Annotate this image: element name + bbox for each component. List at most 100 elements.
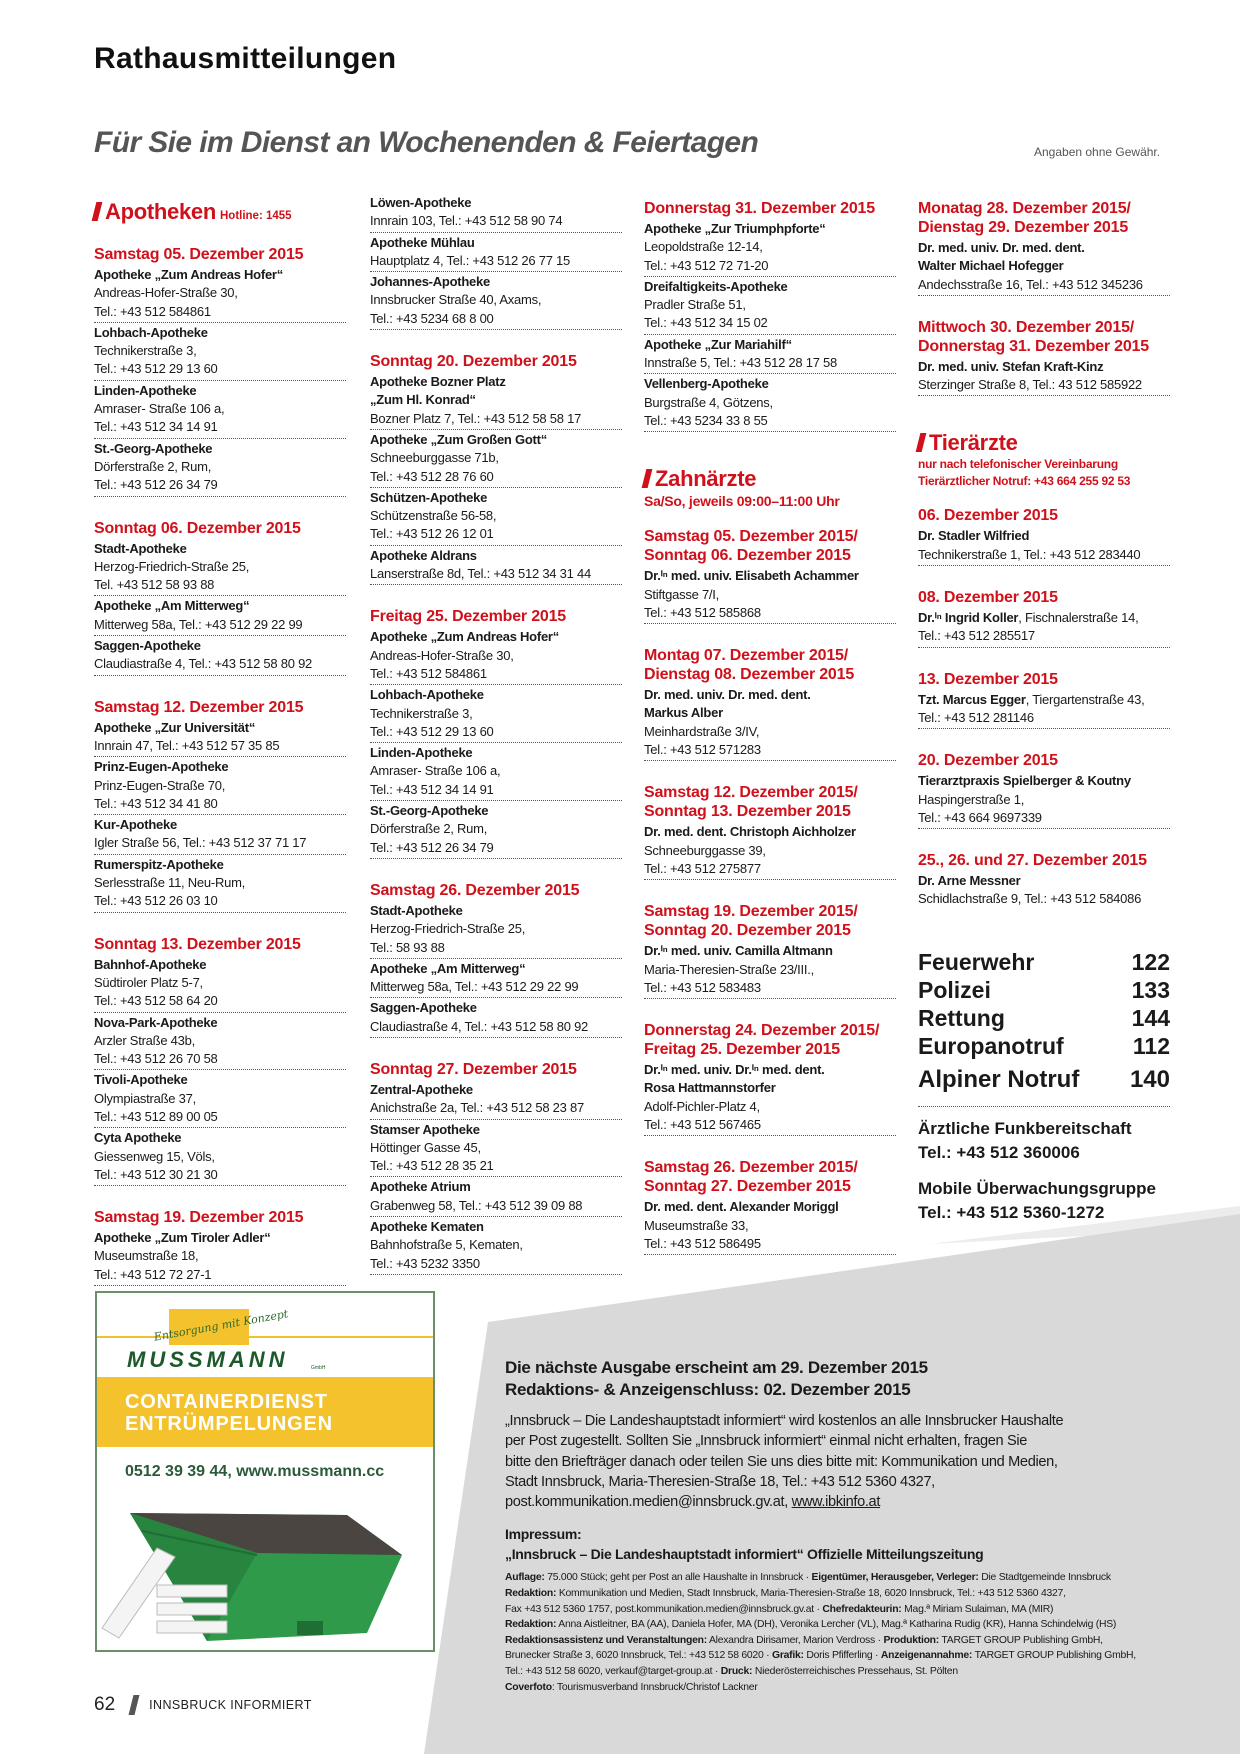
entry-name-row: Apotheke Mühlau [370, 234, 622, 252]
column-2: Löwen-Apotheke Innrain 103, Tel.: +43 512… [370, 193, 622, 1275]
entry-name: Apotheke „Zur Triumphpforte“ [644, 221, 826, 236]
impressum-text: Fax +43 512 5360 1757, post.kommunikatio… [505, 1603, 823, 1615]
entry-detail: Andechsstraße 16, Tel.: +43 512 345236 [918, 276, 1143, 292]
entry-name-row: Vellenberg-Apotheke [644, 375, 896, 393]
slash-icon [91, 202, 103, 221]
entry-detail: Leopoldstraße 12-14, [644, 239, 763, 255]
mussmann-advertisement[interactable]: Entsorgung mit Konzept MUSSMANN GmbH CON… [95, 1291, 435, 1652]
entry-detail: Tel.: +43 512 30 21 30 [94, 1166, 218, 1182]
entry-name-row: Lohbach-Apotheke [94, 324, 346, 342]
ad-brand-suffix: GmbH [311, 1365, 326, 1371]
service-entry: Stadt-Apotheke Herzog-Friedrich-Straße 25… [370, 902, 622, 959]
entry-detail: Haspingerstraße 1, [918, 791, 1025, 807]
impressum-line: Tel.: +43 512 58 6020, verkauf@target-gr… [505, 1664, 1205, 1680]
entry-name-row: Tzt. Marcus Egger, Tiergartenstraße 43, [918, 691, 1170, 709]
page-title: Rathausmitteilungen [94, 42, 397, 75]
date-heading: Samstag 26. Dezember 2015 [370, 881, 622, 900]
date-line: Sonntag 20. Dezember 2015 [644, 922, 851, 940]
impressum-text: Kommunikation und Medien, Stadt Innsbruc… [556, 1588, 1066, 1600]
entry-detail: Museumstraße 18, [94, 1248, 199, 1264]
date-line: Donnerstag 31. Dezember 2015 [918, 337, 1149, 355]
date-line: Samstag 26. Dezember 2015/ [644, 1159, 858, 1177]
entry-name: Johannes-Apotheke [370, 274, 490, 290]
entry-name-row: Apotheke „Am Mitterweg“ [94, 597, 346, 615]
body-line: bitte den Briefträger danach oder teilen… [505, 1453, 1058, 1470]
entry-detail: Tel.: +43 512 26 34 79 [94, 477, 218, 493]
entry-name: Dr.ⁱⁿ Ingrid Koller [918, 610, 1019, 626]
entry-name: Dreifaltigkeits-Apotheke [644, 278, 788, 294]
entry-name: Walter Michael Hofegger [918, 258, 1064, 274]
date-heading: Samstag 26. Dezember 2015/Sonntag 27. De… [644, 1158, 896, 1196]
page-footer: 62 INNSBRUCK INFORMIERT [94, 1694, 312, 1716]
entry-name: Stadt-Apotheke [94, 540, 187, 556]
emergency-label: Feuerwehr [918, 948, 1035, 975]
entry-detail: Herzog-Friedrich-Straße 25, [94, 558, 250, 574]
date-heading: Mittwoch 30. Dezember 2015/Donnerstag 31… [918, 318, 1170, 356]
date-heading: 06. Dezember 2015 [918, 506, 1170, 525]
service-entry: Dr.ⁱⁿ med. univ. Camilla Altmann Maria-Th… [644, 942, 896, 1000]
emergency-label: Europanotruf [918, 1032, 1064, 1059]
date-line: Freitag 25. Dezember 2015 [644, 1041, 840, 1059]
section-title-row: Tierärzte [915, 430, 1170, 456]
section-title-row: Apotheken Hotline: 1455 [91, 199, 346, 229]
entry-detail: Tel.: +43 512 585868 [644, 604, 761, 620]
service-entry: Apotheke Mühlau Hauptplatz 4, Tel.: +43 5… [370, 234, 622, 273]
entry-detail: Meinhardstraße 3/IV, [644, 723, 760, 739]
entry-detail: Tel.: +43 512 29 13 60 [370, 723, 494, 739]
entry-name: Schützen-Apotheke [370, 489, 488, 505]
entry-name-row: Apotheke „Zum Großen Gott“ [370, 431, 622, 449]
emergency-label: Polizei [918, 976, 991, 1003]
service-entry: Dreifaltigkeits-Apotheke Pradler Straße 5… [644, 278, 896, 335]
service-entry: Dr. Arne Messner Schidlachstraße 9, Tel.:… [918, 872, 1170, 910]
entry-detail: Grabenweg 58, Tel.: +43 512 39 09 88 [370, 1197, 583, 1213]
entry-detail: Claudiastraße 4, Tel.: +43 512 58 80 92 [94, 656, 313, 672]
entry-name: Apotheke „Zur Universität“ [94, 719, 256, 735]
entry-name: Apotheke „Zum Tiroler Adler“ [94, 1230, 271, 1246]
service-entry: Apotheke „Am Mitterweg“ Mitterweg 58a, Te… [370, 960, 622, 999]
entry-name-row: Linden-Apotheke [370, 744, 622, 762]
service-entry: Dr.ⁱⁿ Ingrid Koller, Fischnalerstraße 14… [918, 609, 1170, 648]
impressum-text: Brunecker Straße 3, 6020 Innsbruck, Tel.… [505, 1650, 772, 1662]
date-heading: 13. Dezember 2015 [918, 670, 1170, 689]
impressum-line: Redaktion: Kommunikation und Medien, Sta… [505, 1586, 1205, 1602]
service-hotline: Mobile Überwachungsgruppe Tel.: +43 512 5… [918, 1177, 1170, 1225]
impressum-text: Doris Pfifferling · [803, 1650, 881, 1662]
section-title: Tierärzte [929, 430, 1018, 456]
service-entry: Dr. med. univ. Stefan Kraft-Kinz Sterzing… [918, 358, 1170, 397]
date-line: Sonntag 06. Dezember 2015 [644, 547, 851, 565]
service-entry: Dr.ⁱⁿ med. univ. Dr.ⁱⁿ med. dent. Rosa Ha… [644, 1061, 896, 1137]
date-heading: Donnerstag 24. Dezember 2015/Freitag 25.… [644, 1021, 896, 1059]
service-entry: Stadt-Apotheke Herzog-Friedrich-Straße 25… [94, 540, 346, 597]
entry-name: Dr. med. univ. Dr. med. dent. [644, 687, 811, 703]
entry-name: Bahnhof-Apotheke [94, 956, 207, 972]
entry-detail: Prinz-Eugen-Straße 70, [94, 777, 226, 793]
service-entry: Apotheke Bozner Platz „Zum Hl. Konrad“ Boz… [370, 373, 622, 430]
entry-detail: Tel.: +43 664 9697339 [918, 809, 1042, 825]
entry-detail: Tel.: +43 512 571283 [644, 742, 761, 758]
entry-name: Apotheke Bozner Platz [370, 374, 506, 390]
entry-name: Markus Alber [644, 705, 723, 721]
entry-detail: Dörferstraße 2, Rum, [370, 821, 488, 837]
emergency-number: 122 [1131, 948, 1170, 975]
entry-detail: Serlesstraße 11, Neu-Rum, [94, 875, 246, 891]
entry-detail: Igler Straße 56, Tel.: +43 512 37 71 17 [94, 835, 307, 851]
date-line: Dienstag 08. Dezember 2015 [644, 666, 855, 684]
entry-name-row: Dr.ⁱⁿ med. univ. Camilla Altmann [644, 942, 896, 960]
entry-name-row: Dr. med. dent. Christoph Aichholzer [644, 823, 896, 841]
entry-name-row: Lohbach-Apotheke [370, 686, 622, 704]
impressum-label: Auflage: [505, 1572, 545, 1584]
ibkinfo-link[interactable]: www.ibkinfo.at [791, 1494, 881, 1511]
emergency-row: Alpiner Notruf 140 [918, 1066, 1170, 1094]
entry-name: Rosa Hattmannstorfer [644, 1080, 776, 1096]
body-line: Stadt Innsbruck, Maria-Theresien-Straße … [505, 1473, 935, 1490]
entry-detail: Tel.: +43 512 34 41 80 [94, 795, 218, 811]
date-line: Sonntag 06. Dezember 2015 [94, 519, 301, 537]
service-entry: Tivoli-Apotheke Olympiastraße 37, Tel.: +4… [94, 1071, 346, 1129]
entry-name: Apotheke „Zur Mariahilf“ [644, 336, 792, 352]
entry-name: Nova-Park-Apotheke [94, 1014, 218, 1030]
service-entry: Apotheke „Am Mitterweg“ Mitterweg 58a, Te… [94, 597, 346, 637]
section-note: Tierärztlicher Notruf: +43 664 255 92 53 [918, 474, 1131, 489]
entry-name: Dr.ⁱⁿ med. univ. Camilla Altmann [644, 943, 833, 959]
entry-name: Prinz-Eugen-Apotheke [94, 759, 229, 775]
entry-detail: Lanserstraße 8d, Tel.: +43 512 34 31 44 [370, 566, 591, 582]
